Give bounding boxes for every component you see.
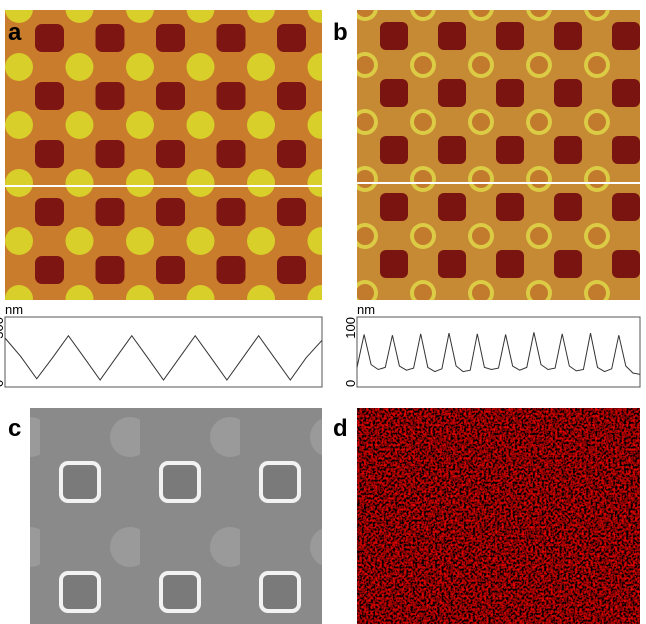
y-tick-label: 300 (0, 317, 6, 339)
plot-frame (5, 317, 322, 387)
figure: a b c d nm0300nm0100 (0, 0, 646, 624)
map-image-d (357, 408, 640, 624)
afm-image-a (5, 10, 322, 300)
panel-label: b (333, 19, 348, 46)
y-tick-label: 100 (343, 317, 358, 339)
sem-image-c (30, 408, 322, 624)
y-axis-label: nm (357, 302, 375, 317)
profile-line (5, 336, 322, 380)
y-axis-label: nm (5, 302, 23, 317)
y-tick-label: 0 (343, 380, 358, 387)
afm-image-b (357, 10, 640, 300)
profile-line (357, 332, 640, 374)
panel-label: a (8, 19, 22, 46)
panel-label: c (8, 415, 21, 442)
plot-frame (357, 317, 640, 387)
y-tick-label: 0 (0, 380, 6, 387)
panel-label: d (333, 415, 348, 442)
